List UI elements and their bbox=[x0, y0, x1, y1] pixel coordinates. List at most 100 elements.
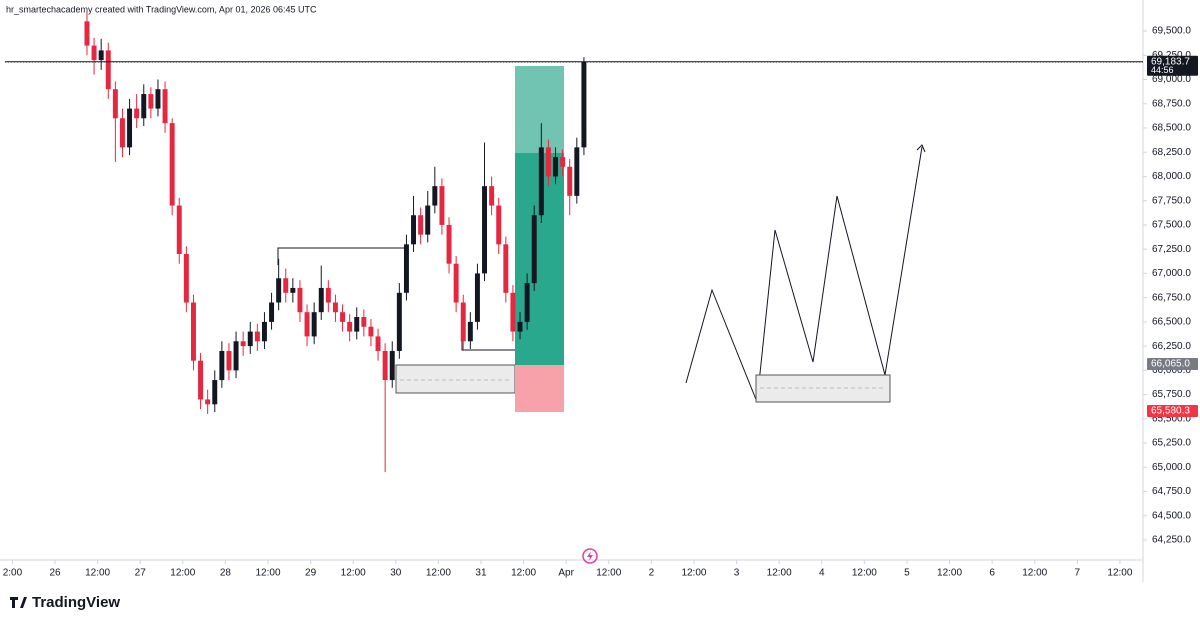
candle-body bbox=[574, 147, 580, 196]
x-tick-label: 12:00 bbox=[937, 568, 962, 579]
candle-body bbox=[304, 312, 310, 337]
price-label-box bbox=[1147, 358, 1198, 371]
candle-body bbox=[98, 50, 104, 61]
candle-body bbox=[269, 302, 275, 322]
candle-body bbox=[368, 326, 374, 337]
candle-body bbox=[425, 205, 431, 235]
candle-body bbox=[219, 350, 225, 381]
candle-body bbox=[496, 205, 502, 245]
candle-body bbox=[311, 312, 317, 337]
x-tick-label: 12:00 bbox=[426, 568, 451, 579]
candle-body bbox=[190, 302, 196, 361]
candle-body bbox=[439, 186, 445, 225]
x-tick-label: 12:00 bbox=[767, 568, 792, 579]
candle-body bbox=[261, 321, 267, 342]
level-line bbox=[461, 340, 517, 351]
candle-body bbox=[127, 108, 133, 148]
x-tick-label: 12:00 bbox=[596, 568, 621, 579]
candle-body bbox=[212, 380, 218, 405]
candle-body bbox=[347, 321, 353, 332]
candle-body bbox=[567, 166, 573, 196]
x-tick-label: 27 bbox=[135, 568, 147, 579]
candle-body bbox=[474, 273, 480, 322]
x-tick-label: 2:00 bbox=[3, 568, 23, 579]
x-tick-label: 5 bbox=[904, 568, 910, 579]
candle-body bbox=[340, 312, 346, 322]
stop-zone bbox=[515, 365, 564, 412]
x-tick-label: 3 bbox=[734, 568, 740, 579]
projection-path bbox=[685, 146, 923, 403]
y-tick-label: 67,500.0 bbox=[1152, 220, 1191, 231]
candle-body bbox=[112, 89, 118, 119]
header-text: hr_smartechacademy created with TradingV… bbox=[6, 4, 317, 14]
x-tick-label: 12:00 bbox=[170, 568, 195, 579]
candle-body bbox=[240, 341, 246, 347]
candle-body bbox=[510, 292, 516, 332]
candle-body bbox=[105, 50, 111, 90]
candle-body bbox=[290, 287, 296, 293]
candle-body bbox=[354, 317, 360, 332]
y-tick-label: 64,250.0 bbox=[1152, 535, 1191, 546]
candle-body bbox=[411, 215, 417, 245]
x-tick-label: 26 bbox=[49, 568, 61, 579]
candle-body bbox=[432, 186, 438, 206]
candles bbox=[84, 11, 587, 473]
x-tick-label: 31 bbox=[475, 568, 487, 579]
candle-body bbox=[545, 147, 551, 177]
candle-body bbox=[382, 350, 388, 381]
price-label: 66,065.0 bbox=[1151, 359, 1190, 370]
candle-body bbox=[538, 147, 544, 216]
candle-body bbox=[460, 302, 466, 342]
y-tick-label: 68,000.0 bbox=[1152, 171, 1191, 182]
x-tick-label: 12:00 bbox=[255, 568, 280, 579]
y-tick-label: 68,750.0 bbox=[1152, 98, 1191, 109]
y-tick-label: 67,000.0 bbox=[1152, 268, 1191, 279]
candle-body bbox=[119, 118, 125, 148]
candle-body bbox=[91, 45, 97, 61]
candle-body bbox=[283, 278, 289, 293]
candle-body bbox=[467, 321, 473, 342]
x-tick-label: 7 bbox=[1075, 568, 1081, 579]
candle-body bbox=[169, 123, 175, 206]
candle-body bbox=[134, 108, 140, 119]
candle-body bbox=[581, 62, 587, 148]
y-tick-label: 68,500.0 bbox=[1152, 123, 1191, 134]
y-tick-label: 65,000.0 bbox=[1152, 462, 1191, 473]
candle-body bbox=[84, 21, 90, 46]
x-tick-label: 4 bbox=[819, 568, 825, 579]
candle-body bbox=[325, 287, 331, 303]
price-label-box bbox=[1147, 55, 1198, 76]
y-tick-label: 65,250.0 bbox=[1152, 438, 1191, 449]
candle-body bbox=[453, 263, 459, 303]
candle-body bbox=[198, 360, 204, 400]
candle-body bbox=[531, 215, 537, 284]
candle-body bbox=[141, 94, 147, 119]
candle-body bbox=[226, 350, 232, 371]
candle-body bbox=[553, 157, 559, 177]
candle-body bbox=[389, 350, 395, 381]
candle-body bbox=[503, 244, 509, 293]
candle-body bbox=[517, 321, 523, 332]
y-tick-label: 66,000.0 bbox=[1152, 365, 1191, 376]
candle-body bbox=[318, 287, 324, 313]
y-tick-label: 64,750.0 bbox=[1152, 486, 1191, 497]
candle-body bbox=[482, 186, 488, 274]
y-tick-label: 69,500.0 bbox=[1152, 26, 1191, 37]
x-tick-label: 12:00 bbox=[511, 568, 536, 579]
candle-body bbox=[155, 89, 161, 109]
candle-body bbox=[403, 244, 409, 293]
candle-body bbox=[162, 89, 168, 124]
price-countdown: 44:56 bbox=[1151, 65, 1174, 75]
candle-body bbox=[524, 283, 530, 322]
arrow-head bbox=[916, 144, 926, 153]
y-tick-label: 66,500.0 bbox=[1152, 317, 1191, 328]
level-line bbox=[277, 247, 408, 265]
y-tick-label: 64,500.0 bbox=[1152, 510, 1191, 521]
x-tick-label: 6 bbox=[989, 568, 995, 579]
event-icon-bolt bbox=[587, 551, 593, 561]
x-tick-label: 12:00 bbox=[852, 568, 877, 579]
candle-body bbox=[254, 331, 260, 342]
candle-body bbox=[375, 336, 381, 351]
